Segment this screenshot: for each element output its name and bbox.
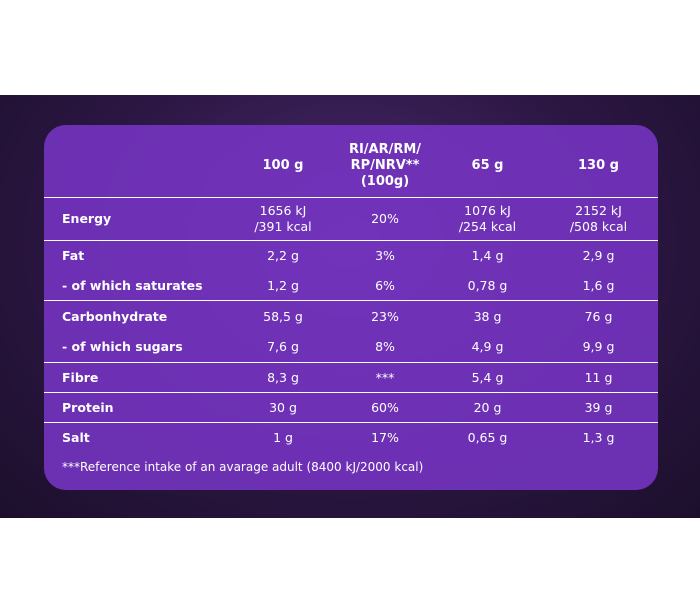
- value-cell: 9,9 g: [539, 332, 658, 363]
- nutrient-label: Energy: [44, 197, 232, 241]
- nutrient-label: Salt: [62, 429, 90, 445]
- value-cell: 7,6 g: [232, 332, 334, 363]
- value-cell: 8,3 g: [232, 362, 334, 393]
- value-cell: 23%: [371, 308, 399, 324]
- table-row: - of which sugars 7,6 g 8% 4,9 g 9,9 g: [44, 332, 658, 363]
- value-cell: 4,9 g: [436, 332, 539, 363]
- header-cell: 65 g: [436, 135, 539, 198]
- value-cell: 1,3 g: [582, 429, 615, 445]
- value-cell: ***: [334, 362, 436, 393]
- table-row: - of which saturates 1,2 g 6% 0,78 g 1,6 g: [44, 271, 658, 301]
- value-cell: 0,78 g: [436, 271, 539, 301]
- value-cell: 1,6 g: [539, 271, 658, 301]
- table-row: Salt 1 g 17% 0,65 g 1,3 g: [44, 423, 658, 453]
- value-cell: 2,2 g: [267, 248, 299, 264]
- value-cell: 20%: [334, 197, 436, 241]
- header-cell: RI/AR/RM/ RP/NRV** (100g): [334, 135, 436, 198]
- value-cell: 5,4 g: [436, 362, 539, 393]
- value-cell: 76 g: [584, 308, 613, 324]
- nutrient-label: Protein: [44, 392, 232, 423]
- value-cell: 1,2 g: [232, 271, 334, 301]
- table-row: Fat 2,2 g 3% 1,4 g 2,9 g: [44, 241, 658, 272]
- value-cell: 11 g: [539, 362, 658, 393]
- nutrient-label: - of which sugars: [44, 332, 232, 363]
- header-row: 100 g RI/AR/RM/ RP/NRV** (100g) 65 g 130 g: [44, 135, 658, 198]
- table-row: Energy 1656 kJ /391 kcal 20% 1076 kJ /254 k…: [44, 197, 658, 241]
- value-cell: 8%: [334, 332, 436, 363]
- header-cell: 130 g: [539, 135, 658, 198]
- table-row: Carbonhydrate 58,5 g 23% 38 g 76 g: [44, 301, 658, 333]
- value-cell: 17%: [371, 429, 399, 445]
- value-cell: 1,4 g: [471, 248, 504, 264]
- value-cell: 3%: [375, 248, 395, 264]
- value-cell: 1 g: [273, 429, 293, 445]
- value-cell: 58,5 g: [263, 308, 303, 324]
- value-cell: 2152 kJ /508 kcal: [539, 197, 658, 241]
- value-cell: 1076 kJ /254 kcal: [436, 197, 539, 241]
- value-cell: 30 g: [232, 392, 334, 423]
- value-cell: 6%: [334, 271, 436, 301]
- footnote: ***Reference intake of an avarage adult …: [62, 460, 424, 474]
- nutrient-label: Fibre: [44, 362, 232, 393]
- nutrient-label: - of which saturates: [44, 271, 232, 301]
- table-row: Fibre 8,3 g *** 5,4 g 11 g: [44, 362, 658, 393]
- value-cell: 2,9 g: [582, 248, 615, 264]
- header-cell: 100 g: [232, 135, 334, 198]
- value-cell: 39 g: [539, 392, 658, 423]
- nutrient-label: Carbonhydrate: [62, 308, 168, 324]
- value-cell: 38 g: [473, 308, 502, 324]
- header-cell: [44, 135, 232, 198]
- nutrient-label: Fat: [62, 248, 85, 264]
- value-cell: 1656 kJ /391 kcal: [232, 197, 334, 241]
- value-cell: 0,65 g: [467, 429, 508, 445]
- value-cell: 20 g: [436, 392, 539, 423]
- table-row: Protein 30 g 60% 20 g 39 g: [44, 392, 658, 423]
- value-cell: 60%: [334, 392, 436, 423]
